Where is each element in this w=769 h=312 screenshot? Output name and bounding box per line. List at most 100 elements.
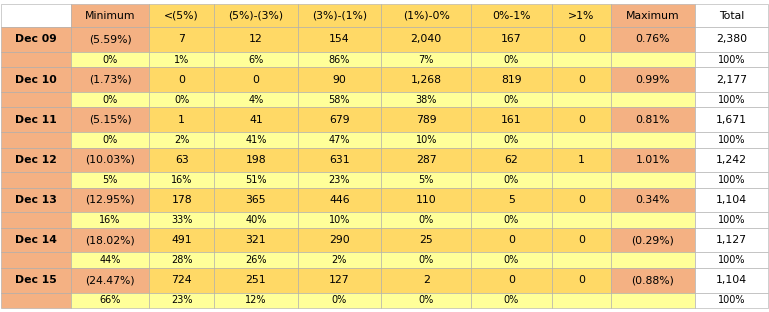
- Text: 127: 127: [329, 275, 350, 285]
- Text: 0%: 0%: [174, 95, 189, 105]
- Bar: [381, 268, 471, 293]
- Text: 100%: 100%: [717, 135, 745, 145]
- Bar: [551, 107, 611, 132]
- Bar: [214, 107, 298, 132]
- Bar: [471, 293, 551, 308]
- Text: 66%: 66%: [99, 295, 121, 305]
- Bar: [694, 188, 768, 212]
- Bar: [611, 132, 694, 148]
- Bar: [71, 132, 149, 148]
- Text: 0: 0: [578, 35, 585, 45]
- Text: 41: 41: [249, 115, 263, 125]
- Bar: [551, 188, 611, 212]
- Text: 819: 819: [501, 75, 522, 85]
- Text: (18.02%): (18.02%): [85, 235, 135, 245]
- Bar: [71, 52, 149, 67]
- Bar: [298, 4, 381, 27]
- Text: 0.76%: 0.76%: [636, 35, 671, 45]
- Bar: [381, 132, 471, 148]
- Bar: [381, 67, 471, 92]
- Text: (12.95%): (12.95%): [85, 195, 135, 205]
- Bar: [214, 172, 298, 188]
- Text: 40%: 40%: [245, 215, 267, 225]
- Bar: [298, 228, 381, 252]
- Text: 290: 290: [329, 235, 350, 245]
- Text: (24.47%): (24.47%): [85, 275, 135, 285]
- Bar: [1, 92, 71, 107]
- Bar: [298, 268, 381, 293]
- Text: 4%: 4%: [248, 95, 264, 105]
- Bar: [149, 188, 214, 212]
- Bar: [1, 188, 71, 212]
- Bar: [298, 132, 381, 148]
- Text: 2,040: 2,040: [411, 35, 442, 45]
- Text: 1,268: 1,268: [411, 75, 441, 85]
- Text: 12: 12: [249, 35, 263, 45]
- Text: 0%: 0%: [418, 215, 434, 225]
- Text: 1,104: 1,104: [716, 275, 747, 285]
- Bar: [1, 67, 71, 92]
- Bar: [1, 293, 71, 308]
- Text: 0%: 0%: [504, 55, 519, 65]
- Bar: [1, 132, 71, 148]
- Text: 33%: 33%: [171, 215, 192, 225]
- Bar: [381, 228, 471, 252]
- Text: 41%: 41%: [245, 135, 267, 145]
- Bar: [298, 52, 381, 67]
- Bar: [298, 27, 381, 52]
- Bar: [471, 4, 551, 27]
- Text: 0: 0: [578, 275, 585, 285]
- Bar: [381, 212, 471, 228]
- Bar: [298, 67, 381, 92]
- Bar: [71, 4, 149, 27]
- Bar: [149, 148, 214, 172]
- Bar: [214, 67, 298, 92]
- Bar: [1, 212, 71, 228]
- Text: 287: 287: [416, 155, 437, 165]
- Bar: [694, 27, 768, 52]
- Bar: [71, 293, 149, 308]
- Text: 0: 0: [252, 75, 259, 85]
- Bar: [694, 172, 768, 188]
- Bar: [471, 52, 551, 67]
- Bar: [214, 52, 298, 67]
- Bar: [214, 293, 298, 308]
- Bar: [1, 148, 71, 172]
- Bar: [1, 27, 71, 52]
- Text: 10%: 10%: [415, 135, 437, 145]
- Bar: [611, 252, 694, 268]
- Bar: [71, 172, 149, 188]
- Bar: [551, 52, 611, 67]
- Bar: [214, 92, 298, 107]
- Bar: [611, 107, 694, 132]
- Bar: [298, 212, 381, 228]
- Text: 5%: 5%: [418, 175, 434, 185]
- Bar: [1, 268, 71, 293]
- Text: 38%: 38%: [415, 95, 437, 105]
- Bar: [551, 92, 611, 107]
- Text: 100%: 100%: [717, 295, 745, 305]
- Text: 0: 0: [508, 275, 515, 285]
- Bar: [694, 212, 768, 228]
- Text: 23%: 23%: [328, 175, 350, 185]
- Bar: [471, 188, 551, 212]
- Text: 1,242: 1,242: [716, 155, 747, 165]
- Bar: [694, 228, 768, 252]
- Text: 491: 491: [171, 235, 192, 245]
- Bar: [471, 132, 551, 148]
- Text: Minimum: Minimum: [85, 11, 135, 21]
- Bar: [149, 107, 214, 132]
- Text: 7%: 7%: [418, 55, 434, 65]
- Bar: [381, 107, 471, 132]
- Bar: [551, 132, 611, 148]
- Text: 2%: 2%: [174, 135, 189, 145]
- Text: 0: 0: [508, 235, 515, 245]
- Bar: [298, 252, 381, 268]
- Text: 5%: 5%: [102, 175, 118, 185]
- Bar: [471, 212, 551, 228]
- Text: 251: 251: [245, 275, 266, 285]
- Bar: [71, 107, 149, 132]
- Text: (1%)-0%: (1%)-0%: [403, 11, 450, 21]
- Text: 167: 167: [501, 35, 522, 45]
- Bar: [214, 27, 298, 52]
